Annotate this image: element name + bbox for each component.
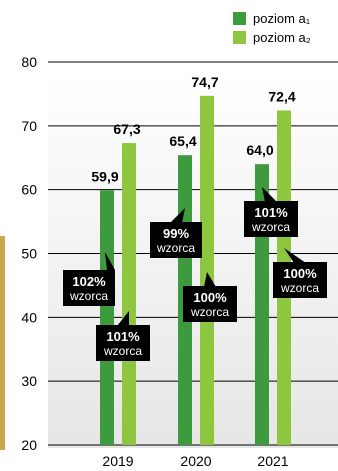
data-label: 64,0: [246, 142, 273, 158]
callout-subtitle: wzorca: [156, 241, 195, 255]
legend: poziom a₁ poziom a₂: [233, 11, 311, 45]
legend-swatch: [233, 12, 246, 25]
side-accent-bar: [0, 236, 5, 450]
callout-subtitle: wzorca: [280, 281, 319, 295]
callout-percent: 100%: [283, 266, 317, 281]
callout-subtitle: wzorca: [69, 289, 108, 303]
callout-subtitle: wzorca: [103, 344, 142, 358]
legend-swatch: [233, 31, 246, 44]
data-label: 65,4: [169, 133, 196, 149]
y-tick-label: 20: [21, 437, 37, 453]
callout-percent: 100%: [193, 290, 227, 305]
y-tick-label: 70: [21, 118, 37, 134]
data-label: 74,7: [191, 74, 218, 90]
callout-subtitle: wzorca: [251, 220, 290, 234]
callout-percent: 101%: [254, 205, 288, 220]
data-label: 72,4: [268, 89, 295, 105]
data-label: 59,9: [91, 168, 118, 184]
bar-a1-2019: [100, 190, 114, 445]
bar-a2-2020: [200, 96, 214, 445]
legend-label: poziom a₁: [253, 11, 311, 26]
x-tick-label: 2021: [257, 453, 288, 469]
y-tick-label: 50: [21, 246, 37, 262]
callout-percent: 101%: [106, 329, 140, 344]
y-tick-label: 60: [21, 182, 37, 198]
x-tick-label: 2019: [102, 453, 133, 469]
legend-label: poziom a₂: [253, 30, 311, 45]
callout-subtitle: wzorca: [190, 305, 229, 319]
callout-percent: 102%: [72, 274, 106, 289]
y-tick-label: 30: [21, 373, 37, 389]
callout-percent: 99%: [163, 226, 189, 241]
data-label: 67,3: [113, 121, 140, 137]
y-tick-label: 80: [21, 54, 37, 70]
bar-a2-2019: [122, 143, 136, 445]
x-tick-label: 2020: [180, 453, 211, 469]
y-tick-label: 40: [21, 309, 37, 325]
